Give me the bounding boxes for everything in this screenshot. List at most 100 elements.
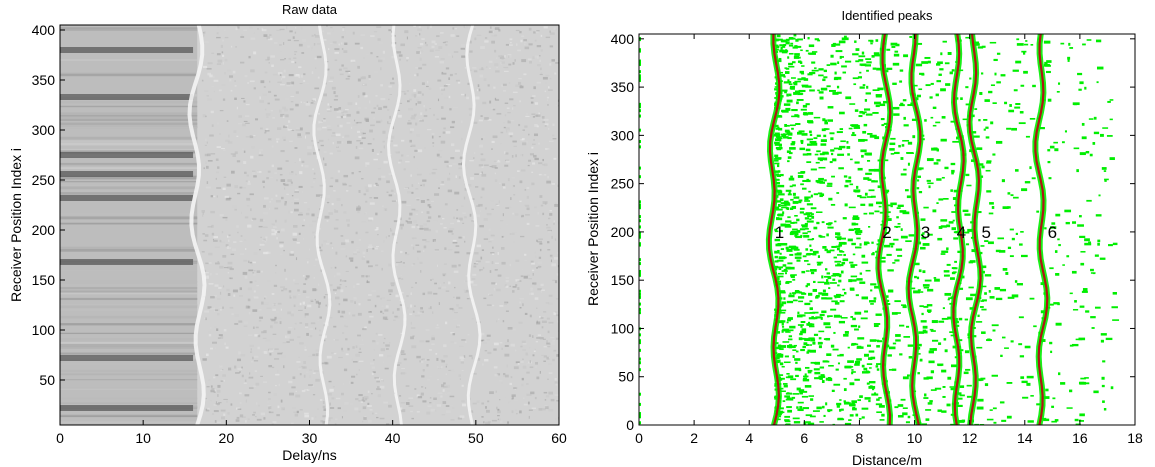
noise-speck (314, 34, 320, 38)
noise-speck (353, 251, 357, 254)
peak-point (789, 325, 796, 329)
striation (60, 280, 198, 283)
peak-point (799, 332, 803, 336)
peak-point (801, 225, 808, 228)
peak-point (1004, 347, 1009, 349)
noise-speck (272, 73, 278, 76)
noise-speck (448, 165, 453, 167)
noise-speck (387, 98, 390, 101)
peak-point (786, 397, 792, 401)
peak-point (1109, 157, 1115, 161)
noise-speck (408, 217, 411, 220)
peak-point (863, 241, 869, 244)
noise-speck (248, 26, 253, 29)
noise-speck (243, 325, 248, 327)
noise-speck (285, 277, 288, 281)
noise-speck (330, 27, 333, 29)
noise-speck (275, 219, 277, 223)
peak-point (777, 320, 784, 324)
noise-speck (213, 403, 217, 406)
striation (60, 28, 198, 31)
peak-point (793, 196, 800, 199)
noise-speck (204, 234, 209, 237)
noise-speck (504, 114, 507, 117)
peak-point (805, 285, 808, 288)
noise-speck (475, 261, 479, 264)
noise-speck (314, 235, 316, 239)
peak-point (940, 52, 943, 56)
peak-point (809, 140, 817, 144)
noise-speck (216, 171, 219, 174)
peak-point (840, 56, 844, 58)
peak-point (1068, 42, 1071, 46)
peak-point (1072, 308, 1079, 311)
noise-speck (323, 150, 327, 154)
noise-speck (518, 78, 522, 80)
peak-point (916, 179, 920, 182)
noise-speck (253, 360, 259, 362)
noise-speck (445, 67, 450, 70)
noise-speck (227, 261, 233, 265)
noise-speck (531, 265, 536, 268)
peak-point (866, 85, 869, 89)
noise-speck (210, 399, 212, 402)
noise-speck (248, 311, 251, 315)
noise-speck (328, 80, 333, 83)
noise-speck (262, 337, 267, 339)
noise-speck (218, 286, 222, 289)
noise-speck (486, 212, 492, 216)
noise-speck (367, 143, 372, 145)
peak-point (860, 317, 868, 320)
noise-speck (222, 61, 224, 65)
peak-point (826, 353, 832, 356)
peak-point (818, 74, 824, 77)
noise-speck (223, 398, 228, 400)
noise-speck (329, 284, 333, 287)
noise-speck (410, 286, 414, 289)
noise-speck (506, 364, 509, 368)
noise-speck (497, 270, 501, 272)
peak-point (809, 307, 813, 311)
noise-speck (323, 322, 328, 324)
y-tick-label: 150 (32, 272, 56, 288)
peak-point (824, 119, 828, 123)
noise-speck (336, 146, 339, 148)
noise-speck (502, 83, 507, 86)
peak-point (1089, 153, 1093, 157)
noise-speck (480, 153, 484, 156)
noise-speck (226, 69, 231, 72)
peak-point (825, 337, 831, 341)
peak-point (890, 153, 895, 155)
noise-speck (336, 286, 341, 290)
peak-point (1040, 282, 1045, 286)
noise-speck (253, 175, 257, 178)
noise-speck (504, 374, 509, 378)
noise-speck (338, 43, 340, 46)
peak-point (957, 250, 962, 253)
noise-speck (363, 416, 367, 420)
noise-speck (501, 382, 504, 384)
noise-speck (249, 281, 253, 284)
noise-speck (355, 102, 358, 106)
noise-speck (448, 95, 451, 99)
peak-point (1082, 288, 1088, 291)
noise-speck (493, 287, 496, 291)
dark-band (60, 171, 194, 177)
noise-speck (289, 30, 293, 33)
peak-point (832, 423, 836, 425)
noise-speck (444, 392, 449, 396)
striation (60, 304, 198, 307)
noise-speck (386, 191, 389, 193)
noise-speck (219, 291, 222, 295)
peak-point (988, 212, 994, 215)
striation (60, 176, 198, 180)
noise-speck (503, 126, 506, 129)
noise-speck (263, 185, 265, 189)
peak-point (886, 204, 891, 207)
peak-point (850, 265, 855, 268)
peak-point (888, 368, 896, 371)
noise-speck (317, 305, 321, 308)
noise-speck (392, 311, 394, 314)
peak-point (934, 278, 940, 282)
peak-point (889, 142, 896, 146)
